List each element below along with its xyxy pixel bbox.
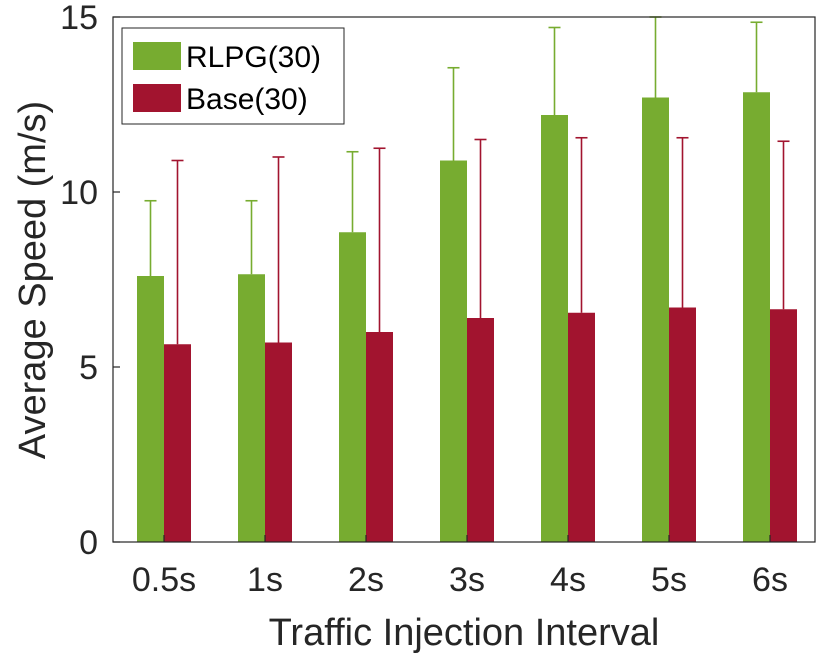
bars-layer <box>137 92 797 542</box>
bar-rlpg-4s <box>541 115 568 542</box>
legend-swatch-rlpg <box>133 42 181 70</box>
x-tick-label: 2s <box>348 561 384 599</box>
y-tick-label: 5 <box>79 349 98 387</box>
bar-rlpg-0.5s <box>137 276 164 542</box>
x-tick-label: 4s <box>550 561 586 599</box>
legend-label-base: Base(30) <box>186 83 308 116</box>
bar-base-1s <box>265 342 292 542</box>
bar-rlpg-6s <box>743 92 770 542</box>
x-axis-title: Traffic Injection Interval <box>269 612 660 654</box>
legend: RLPG(30) Base(30) <box>121 27 345 125</box>
bar-rlpg-3s <box>440 160 467 542</box>
y-tick-label: 15 <box>60 0 98 37</box>
bar-base-6s <box>770 309 797 542</box>
legend-swatch-base <box>133 84 181 112</box>
legend-label-rlpg: RLPG(30) <box>186 41 321 74</box>
y-axis-title: Average Speed (m/s) <box>12 101 54 459</box>
bar-rlpg-1s <box>238 274 265 542</box>
bar-base-2s <box>366 332 393 542</box>
x-tick-label: 3s <box>449 561 485 599</box>
y-axis: 0 5 10 15 <box>60 0 120 562</box>
x-tick-label: 5s <box>651 561 687 599</box>
bar-base-4s <box>568 312 595 542</box>
bar-base-0.5s <box>164 344 191 542</box>
bar-rlpg-5s <box>642 97 669 542</box>
x-axis: 0.5s 1s 2s 3s 4s 5s 6s <box>132 535 788 599</box>
y-tick-label: 0 <box>79 524 98 562</box>
error-bars-layer <box>144 16 790 345</box>
bar-rlpg-2s <box>339 232 366 542</box>
x-tick-label: 6s <box>752 561 788 599</box>
y-tick-label: 10 <box>60 174 98 212</box>
x-tick-label: 0.5s <box>132 561 196 599</box>
plot-area-frame <box>112 16 816 543</box>
bar-base-3s <box>467 318 494 542</box>
x-tick-label: 1s <box>247 561 283 599</box>
bar-base-5s <box>669 307 696 542</box>
